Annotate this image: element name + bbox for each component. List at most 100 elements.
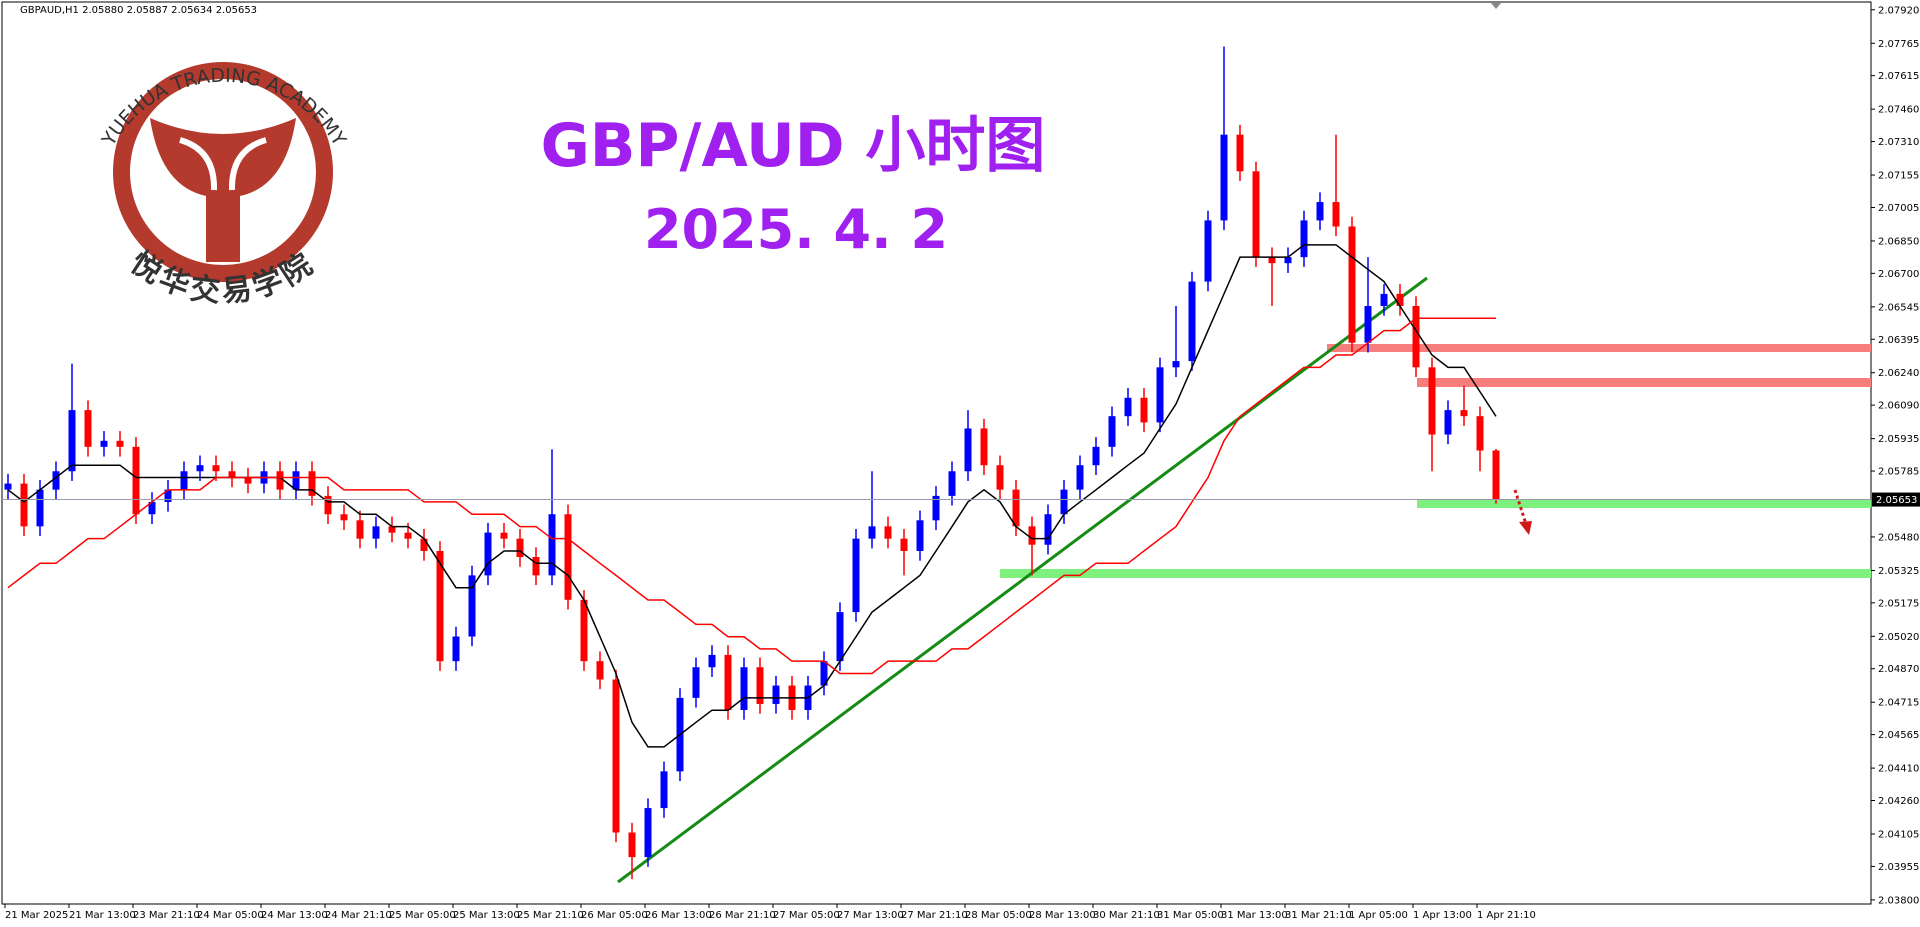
candle-body (196, 465, 204, 472)
support-zone (1000, 569, 1871, 578)
candle-body (532, 557, 540, 576)
candle-body (1188, 281, 1196, 362)
support-zone (1417, 499, 1871, 508)
y-tick-label: 2.03800 (1878, 895, 1919, 906)
y-tick-label: 2.05325 (1878, 566, 1919, 577)
candle-body (1076, 465, 1084, 490)
candle-body (1044, 514, 1052, 545)
y-tick-label: 2.06240 (1878, 368, 1919, 379)
candle-body (724, 654, 732, 710)
candle-body (228, 471, 236, 478)
y-tick-label: 2.04870 (1878, 664, 1919, 675)
candle-body (340, 514, 348, 521)
candle-body (708, 654, 716, 668)
candle-body (1268, 257, 1276, 264)
candle-body (580, 599, 588, 662)
candle-body (628, 832, 636, 858)
logo: YUEHUA TRADING ACADEMY 悦华交易学院 (97, 62, 350, 310)
candle-body (1316, 202, 1324, 221)
candle-body (820, 661, 828, 686)
candle-body (1396, 293, 1404, 306)
x-tick-label: 25 Mar 21:10 (517, 910, 584, 921)
x-tick-label: 23 Mar 21:10 (133, 910, 200, 921)
candle-body (980, 428, 988, 466)
y-tick-label: 2.05785 (1878, 467, 1919, 478)
marks (4, 46, 1500, 880)
candle-body (692, 667, 700, 698)
drawn-objects (617, 276, 1871, 884)
y-tick-label: 2.05480 (1878, 532, 1919, 543)
x-tick-label: 31 Mar 13:00 (1221, 910, 1288, 921)
y-tick-label: 2.05020 (1878, 632, 1919, 643)
y-tick-label: 2.04565 (1878, 730, 1919, 741)
candle-body (164, 489, 172, 502)
plot-frame (1, 1, 1872, 905)
x-tick-label: 27 Mar 21:10 (901, 910, 968, 921)
candle-body (932, 495, 940, 521)
candle-body (756, 667, 764, 704)
y-tick-label: 2.06850 (1878, 236, 1919, 247)
candle-body (420, 538, 428, 551)
x-tick-label: 25 Mar 13:00 (453, 910, 520, 921)
candle-body (740, 667, 748, 710)
x-tick-label: 1 Apr 21:10 (1477, 910, 1536, 921)
candle-body (948, 471, 956, 496)
candle-body (1028, 526, 1036, 545)
candle-body (564, 514, 572, 600)
candle-body (404, 532, 412, 539)
candle-body (20, 483, 28, 527)
y-tick-label: 2.05175 (1878, 598, 1919, 609)
x-tick-label: 31 Mar 05:00 (1157, 910, 1224, 921)
candle-body (1460, 410, 1468, 417)
chart-header: GBPAUD,H1 2.05880 2.05887 2.05634 2.0565… (20, 5, 257, 16)
candle-body (1124, 397, 1132, 417)
y-tick-label: 2.07005 (1878, 203, 1919, 214)
y-tick-label: 2.06090 (1878, 401, 1919, 412)
candle-body (1364, 305, 1372, 343)
candle-body (1300, 220, 1308, 258)
x-tick-label: 1 Apr 05:00 (1349, 910, 1408, 921)
candle-body (244, 477, 252, 484)
candle-body (964, 428, 972, 472)
x-tick-label: 21 Mar 2025 (5, 910, 68, 921)
x-tick-label: 28 Mar 13:00 (1029, 910, 1096, 921)
moving-average (7, 317, 1496, 675)
y-tick-label: 2.04715 (1878, 698, 1919, 709)
candle-body (996, 465, 1004, 490)
candle-body (868, 526, 876, 539)
candle-body (1092, 446, 1100, 466)
candle-body (52, 471, 60, 490)
x-tick-label: 26 Mar 13:00 (645, 910, 712, 921)
candle-body (388, 526, 396, 533)
candle-body (132, 446, 140, 515)
candle-body (852, 538, 860, 613)
resistance-zone (1327, 344, 1871, 352)
x-tick-label: 26 Mar 21:10 (709, 910, 776, 921)
candle-body (660, 771, 668, 809)
price-label-box (1872, 492, 1920, 507)
candle-body (148, 501, 156, 515)
candle-body (772, 685, 780, 704)
candle-body (1476, 416, 1484, 451)
candle-body (1060, 489, 1068, 515)
y-tick-label: 2.06545 (1878, 302, 1919, 313)
x-tick-label: 24 Mar 13:00 (261, 910, 328, 921)
candle-body (484, 532, 492, 576)
candle-body (324, 495, 332, 515)
candle-body (1284, 257, 1292, 264)
candle-body (1252, 171, 1260, 258)
y-tick-label: 2.07765 (1878, 39, 1919, 50)
y-tick-label: 2.05935 (1878, 434, 1919, 445)
candle-body (36, 489, 44, 527)
y-tick-label: 2.03955 (1878, 862, 1919, 873)
candle-body (1332, 202, 1340, 227)
y-tick-label: 2.07460 (1878, 105, 1919, 116)
candle-body (1412, 305, 1420, 368)
candle-body (1236, 134, 1244, 172)
logo-emblem (150, 118, 296, 262)
x-tick-label: 28 Mar 05:00 (965, 910, 1032, 921)
candle-body (292, 471, 300, 490)
y-tick-label: 2.06395 (1878, 335, 1919, 346)
candle-body (4, 483, 12, 490)
